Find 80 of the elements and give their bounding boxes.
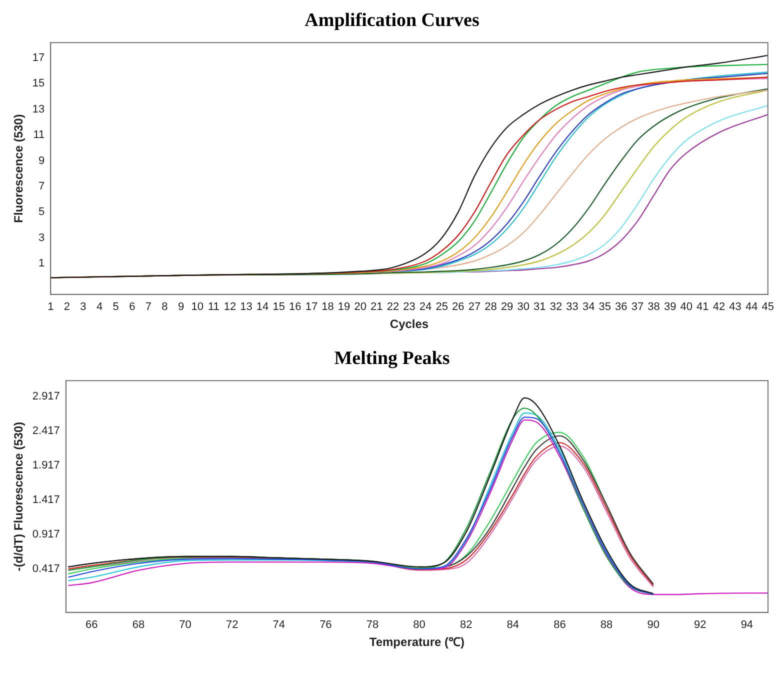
- x-tick-label: 86: [554, 619, 566, 632]
- x-tick-label: 3: [80, 301, 86, 314]
- y-tick-label: 1.417: [32, 494, 60, 506]
- x-tick-label: 4: [96, 301, 103, 314]
- x-tick-label: 78: [366, 619, 379, 632]
- y-tick-label: 7: [38, 180, 45, 193]
- x-tick-label: 70: [179, 619, 192, 632]
- x-tick-label: 15: [272, 301, 285, 314]
- x-tick-label: 22: [386, 301, 400, 314]
- y-tick-label: 5: [38, 206, 45, 218]
- x-tick-label: 31: [534, 301, 546, 314]
- x-tick-label: 16: [289, 301, 302, 314]
- y-tick-label: 13: [32, 103, 45, 116]
- x-tick-label: 17: [305, 301, 318, 314]
- x-axis-title: Cycles: [390, 317, 429, 332]
- x-tick-label: 24: [419, 301, 432, 314]
- x-tick-label: 36: [615, 301, 628, 314]
- y-tick-label: 1.917: [32, 460, 60, 472]
- x-tick-label: 26: [452, 301, 464, 314]
- x-tick-label: 92: [694, 619, 706, 632]
- y-tick-label: 0.917: [32, 528, 60, 541]
- x-tick-label: 40: [680, 301, 692, 314]
- chart-title: Amplification Curves: [304, 9, 480, 33]
- x-tick-label: 2: [64, 301, 70, 314]
- x-tick-label: 42: [712, 301, 726, 314]
- x-tick-label: 27: [468, 301, 481, 314]
- x-tick-label: 94: [740, 619, 754, 632]
- x-tick-label: 88: [600, 619, 613, 632]
- x-tick-label: 18: [322, 301, 334, 314]
- x-tick-label: 23: [403, 301, 416, 314]
- y-tick-label: 1: [38, 258, 45, 270]
- x-tick-label: 35: [598, 301, 611, 314]
- x-tick-label: 45: [762, 301, 774, 314]
- x-tick-label: 10: [191, 301, 204, 314]
- x-tick-label: 21: [370, 301, 383, 314]
- x-tick-label: 43: [729, 301, 742, 314]
- y-axis-title: -(d/dT) Fluorescence (530): [12, 422, 26, 572]
- chart-title: Melting Peaks: [333, 347, 451, 371]
- x-tick-label: 25: [436, 301, 448, 314]
- y-tick-label: 2.917: [32, 390, 60, 403]
- x-tick-label: 19: [338, 301, 350, 314]
- x-tick-label: 7: [145, 301, 152, 314]
- x-tick-label: 90: [647, 619, 660, 632]
- y-tick-label: 2.417: [32, 425, 60, 438]
- y-tick-label: 15: [32, 78, 45, 90]
- y-tick-label: 0.417: [32, 563, 60, 576]
- x-tick-label: 80: [413, 619, 426, 632]
- y-tick-label: 3: [38, 232, 45, 244]
- x-tick-label: 12: [224, 301, 236, 314]
- x-tick-label: 13: [240, 301, 252, 314]
- x-tick-label: 6: [129, 301, 136, 314]
- x-tick-label: 76: [320, 619, 332, 632]
- x-tick-label: 37: [631, 301, 644, 314]
- x-tick-label: 14: [256, 301, 269, 314]
- x-tick-label: 82: [460, 619, 472, 632]
- x-tick-label: 84: [506, 619, 520, 632]
- x-tick-label: 28: [484, 301, 497, 314]
- x-tick-label: 39: [664, 301, 676, 314]
- x-tick-label: 29: [500, 301, 514, 314]
- x-tick-label: 20: [354, 301, 366, 314]
- x-tick-label: 11: [208, 301, 220, 314]
- x-tick-label: 34: [582, 301, 595, 314]
- x-tick-label: 41: [696, 301, 709, 314]
- x-tick-label: 72: [226, 619, 238, 632]
- y-tick-label: 9: [38, 154, 45, 167]
- x-tick-label: 9: [178, 301, 184, 314]
- x-tick-label: 5: [112, 301, 119, 314]
- x-axis-title: Temperature (℃): [369, 635, 465, 650]
- x-tick-label: 8: [162, 301, 168, 314]
- x-tick-label: 44: [745, 301, 758, 314]
- y-tick-label: 17: [32, 52, 45, 64]
- y-axis-title: Fluorescence (530): [12, 114, 26, 223]
- x-tick-label: 38: [648, 301, 660, 314]
- x-tick-label: 74: [272, 619, 286, 632]
- x-tick-label: 32: [550, 301, 562, 314]
- x-tick-label: 33: [566, 301, 578, 314]
- x-tick-label: 66: [86, 619, 98, 632]
- x-tick-label: 68: [132, 619, 145, 632]
- x-tick-label: 30: [517, 301, 530, 314]
- y-tick-label: 11: [33, 129, 45, 142]
